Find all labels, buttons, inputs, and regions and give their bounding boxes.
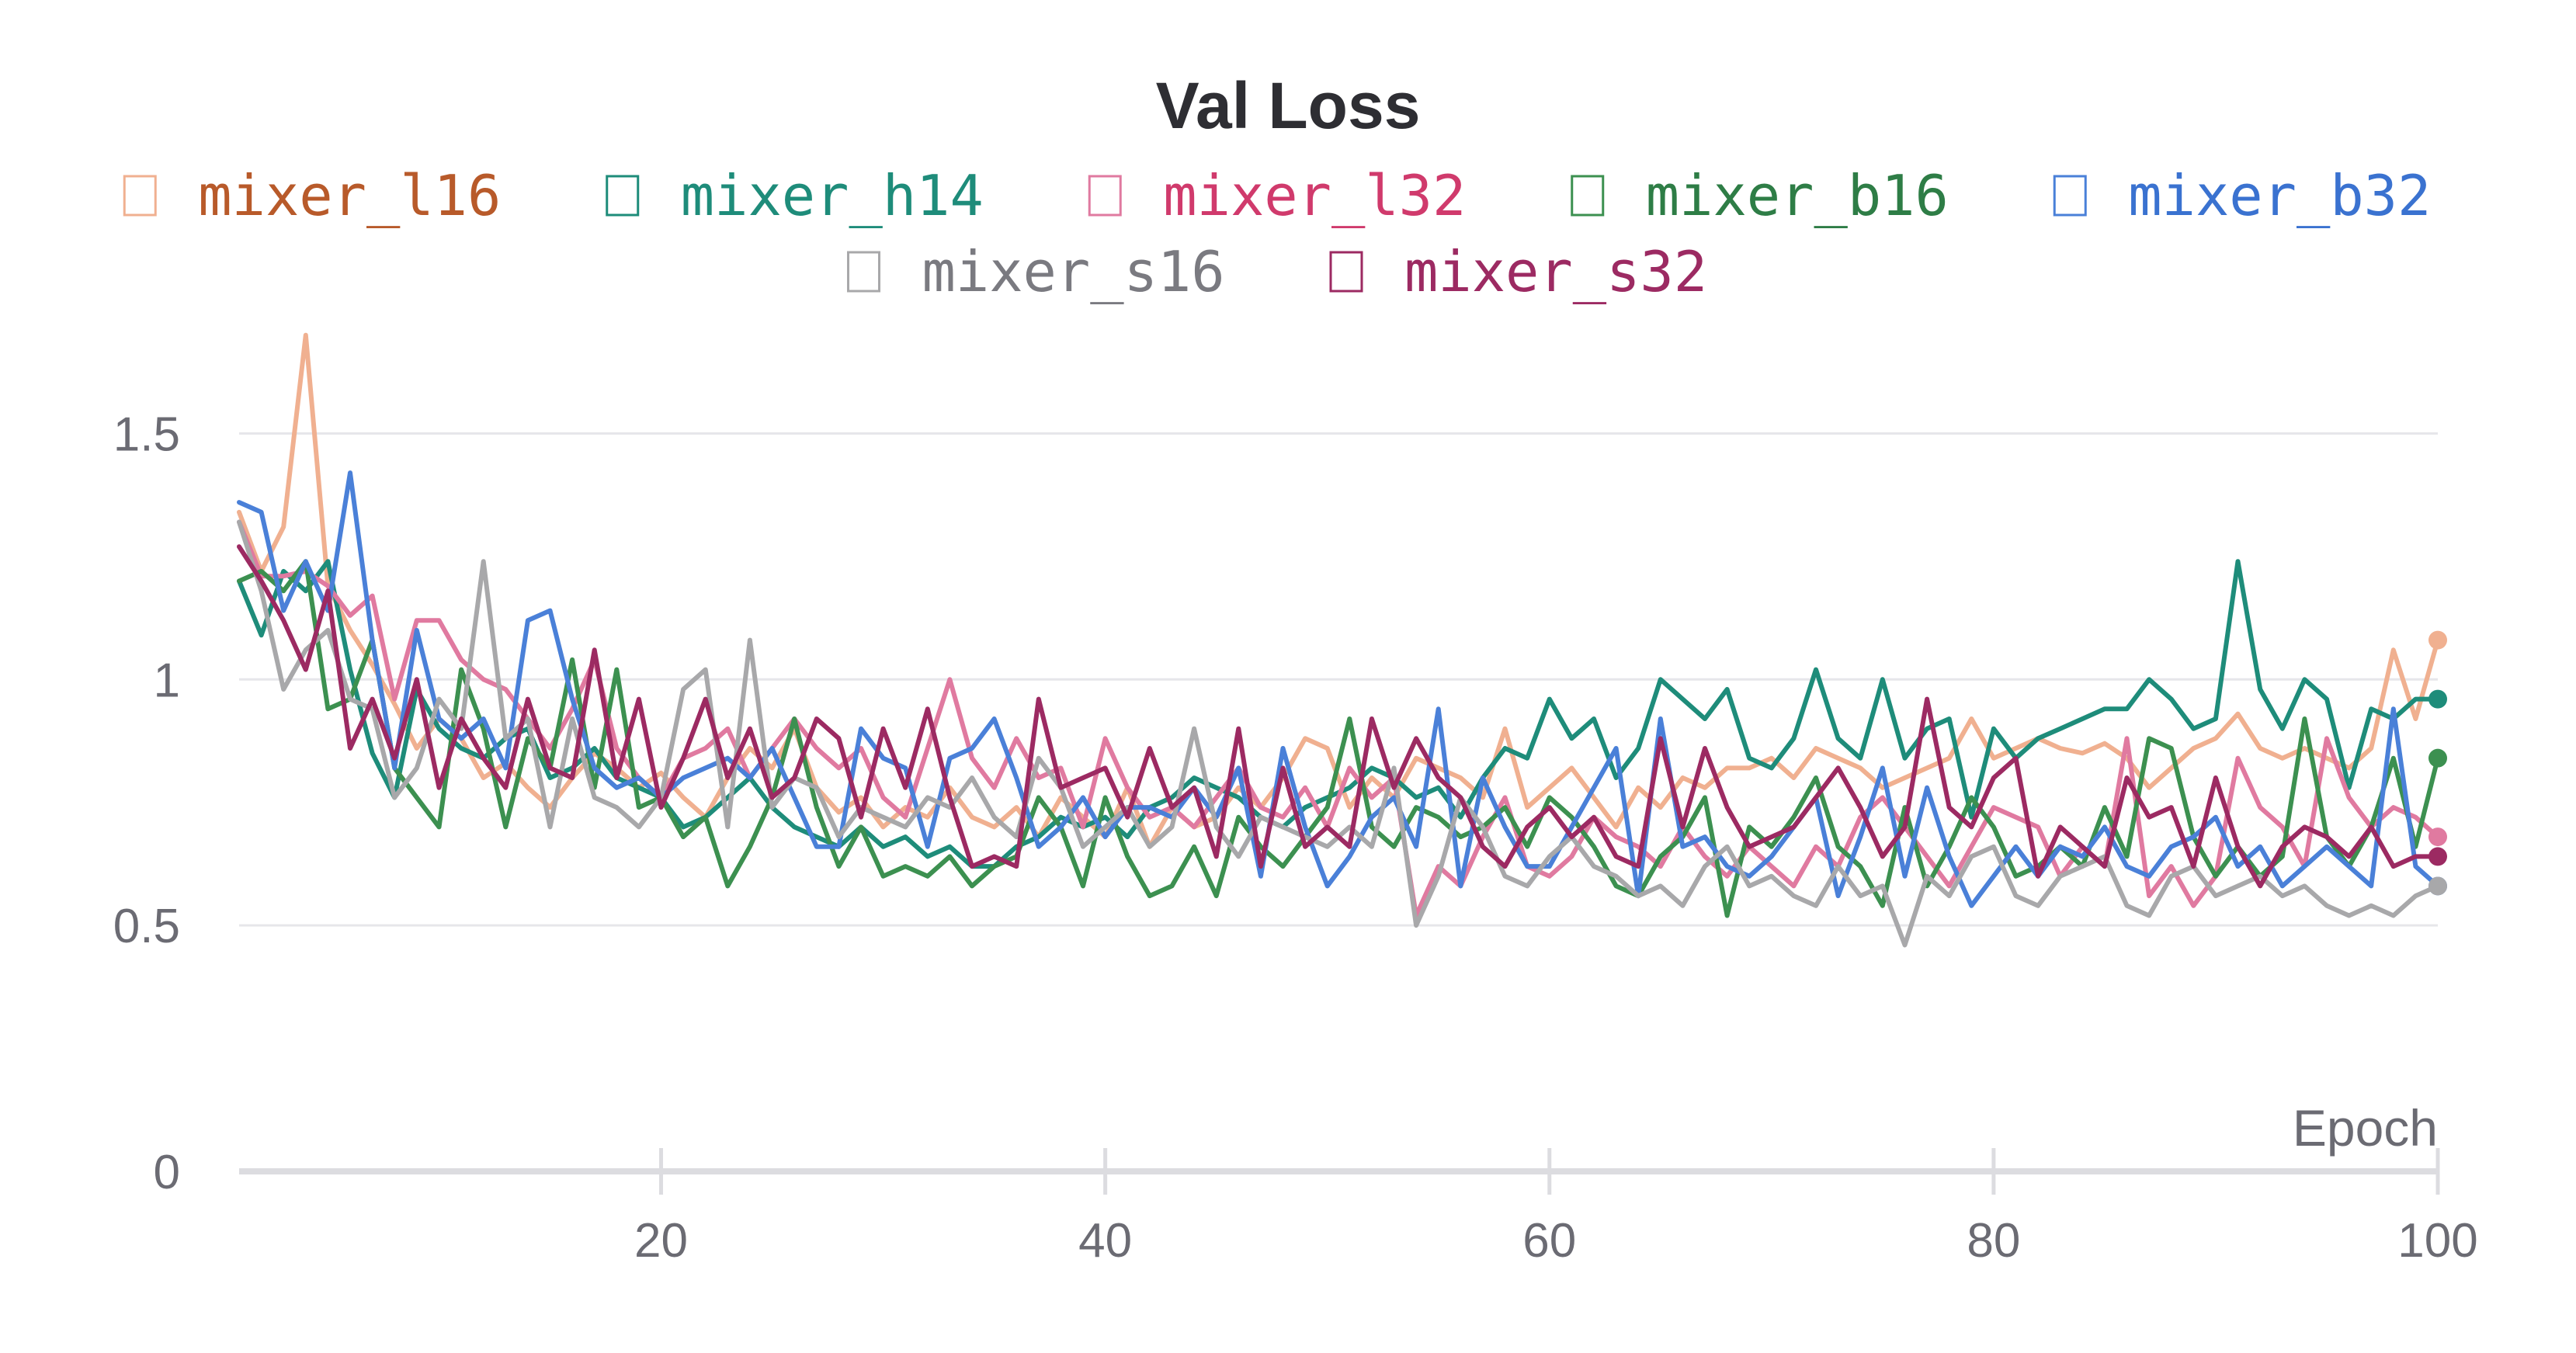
gridlines (239, 432, 2438, 927)
legend-swatch (847, 251, 880, 293)
series-end-point-mixer_l32 (2428, 827, 2447, 847)
y-tick-label: 1 (154, 654, 180, 707)
series-line-mixer_b16 (237, 559, 2440, 918)
x-axis-label: Epoch (2293, 1099, 2438, 1157)
legend-item-mixer_s16[interactable]: mixer_s16 (847, 239, 1225, 304)
y-tick-label: 0.5 (113, 900, 180, 953)
legend-item-mixer_b32[interactable]: mixer_b32 (2053, 163, 2431, 228)
legend-item-mixer_s32[interactable]: mixer_s32 (1329, 239, 1707, 304)
series-end-point-mixer_h14 (2428, 689, 2447, 709)
legend-swatch (1329, 251, 1363, 293)
legend-swatch (1571, 175, 1605, 217)
legend-label: mixer_s16 (922, 239, 1225, 304)
legend-label: mixer_h14 (681, 163, 984, 228)
legend: mixer_l16 mixer_h14 mixer_l32 mixer_b16 mixe… (123, 163, 2431, 304)
x-axis: 20 40 60 80 100 (239, 1148, 2478, 1268)
legend-swatch (606, 175, 640, 217)
series-end-point-mixer_s16 (2428, 876, 2447, 896)
legend-swatch (123, 175, 157, 217)
x-tick-label: 80 (1967, 1214, 2020, 1268)
legend-item-mixer_b16[interactable]: mixer_b16 (1571, 163, 1949, 228)
series-line-mixer_s32 (237, 544, 2440, 889)
y-tick-label: 0 (154, 1146, 180, 1199)
x-tick-label: 20 (634, 1214, 688, 1268)
series-end-point-mixer_s32 (2428, 847, 2447, 866)
x-tick-label: 40 (1078, 1214, 1132, 1268)
y-axis-ticks: 0 0.5 1 1.5 (113, 408, 180, 1199)
legend-label: mixer_b16 (1646, 163, 1949, 228)
legend-item-mixer_l16[interactable]: mixer_l16 (123, 163, 501, 228)
chart-title: Val Loss (1156, 69, 1421, 142)
legend-label: mixer_l16 (198, 163, 501, 228)
x-tick-label: 100 (2397, 1214, 2477, 1268)
legend-item-mixer_l32[interactable]: mixer_l32 (1088, 163, 1466, 228)
legend-swatch (2053, 175, 2087, 217)
series-line-mixer_b32 (237, 470, 2440, 908)
series-end-point-mixer_b16 (2428, 748, 2447, 768)
series-lines (237, 332, 2447, 948)
legend-item-mixer_h14[interactable]: mixer_h14 (606, 163, 984, 228)
x-tick-label: 60 (1522, 1214, 1576, 1268)
legend-swatch (1088, 175, 1122, 217)
legend-label: mixer_b32 (2128, 163, 2431, 228)
series-end-point-mixer_l16 (2428, 630, 2447, 650)
legend-label: mixer_s32 (1404, 239, 1707, 304)
y-tick-label: 1.5 (113, 408, 180, 461)
legend-label: mixer_l32 (1163, 163, 1466, 228)
